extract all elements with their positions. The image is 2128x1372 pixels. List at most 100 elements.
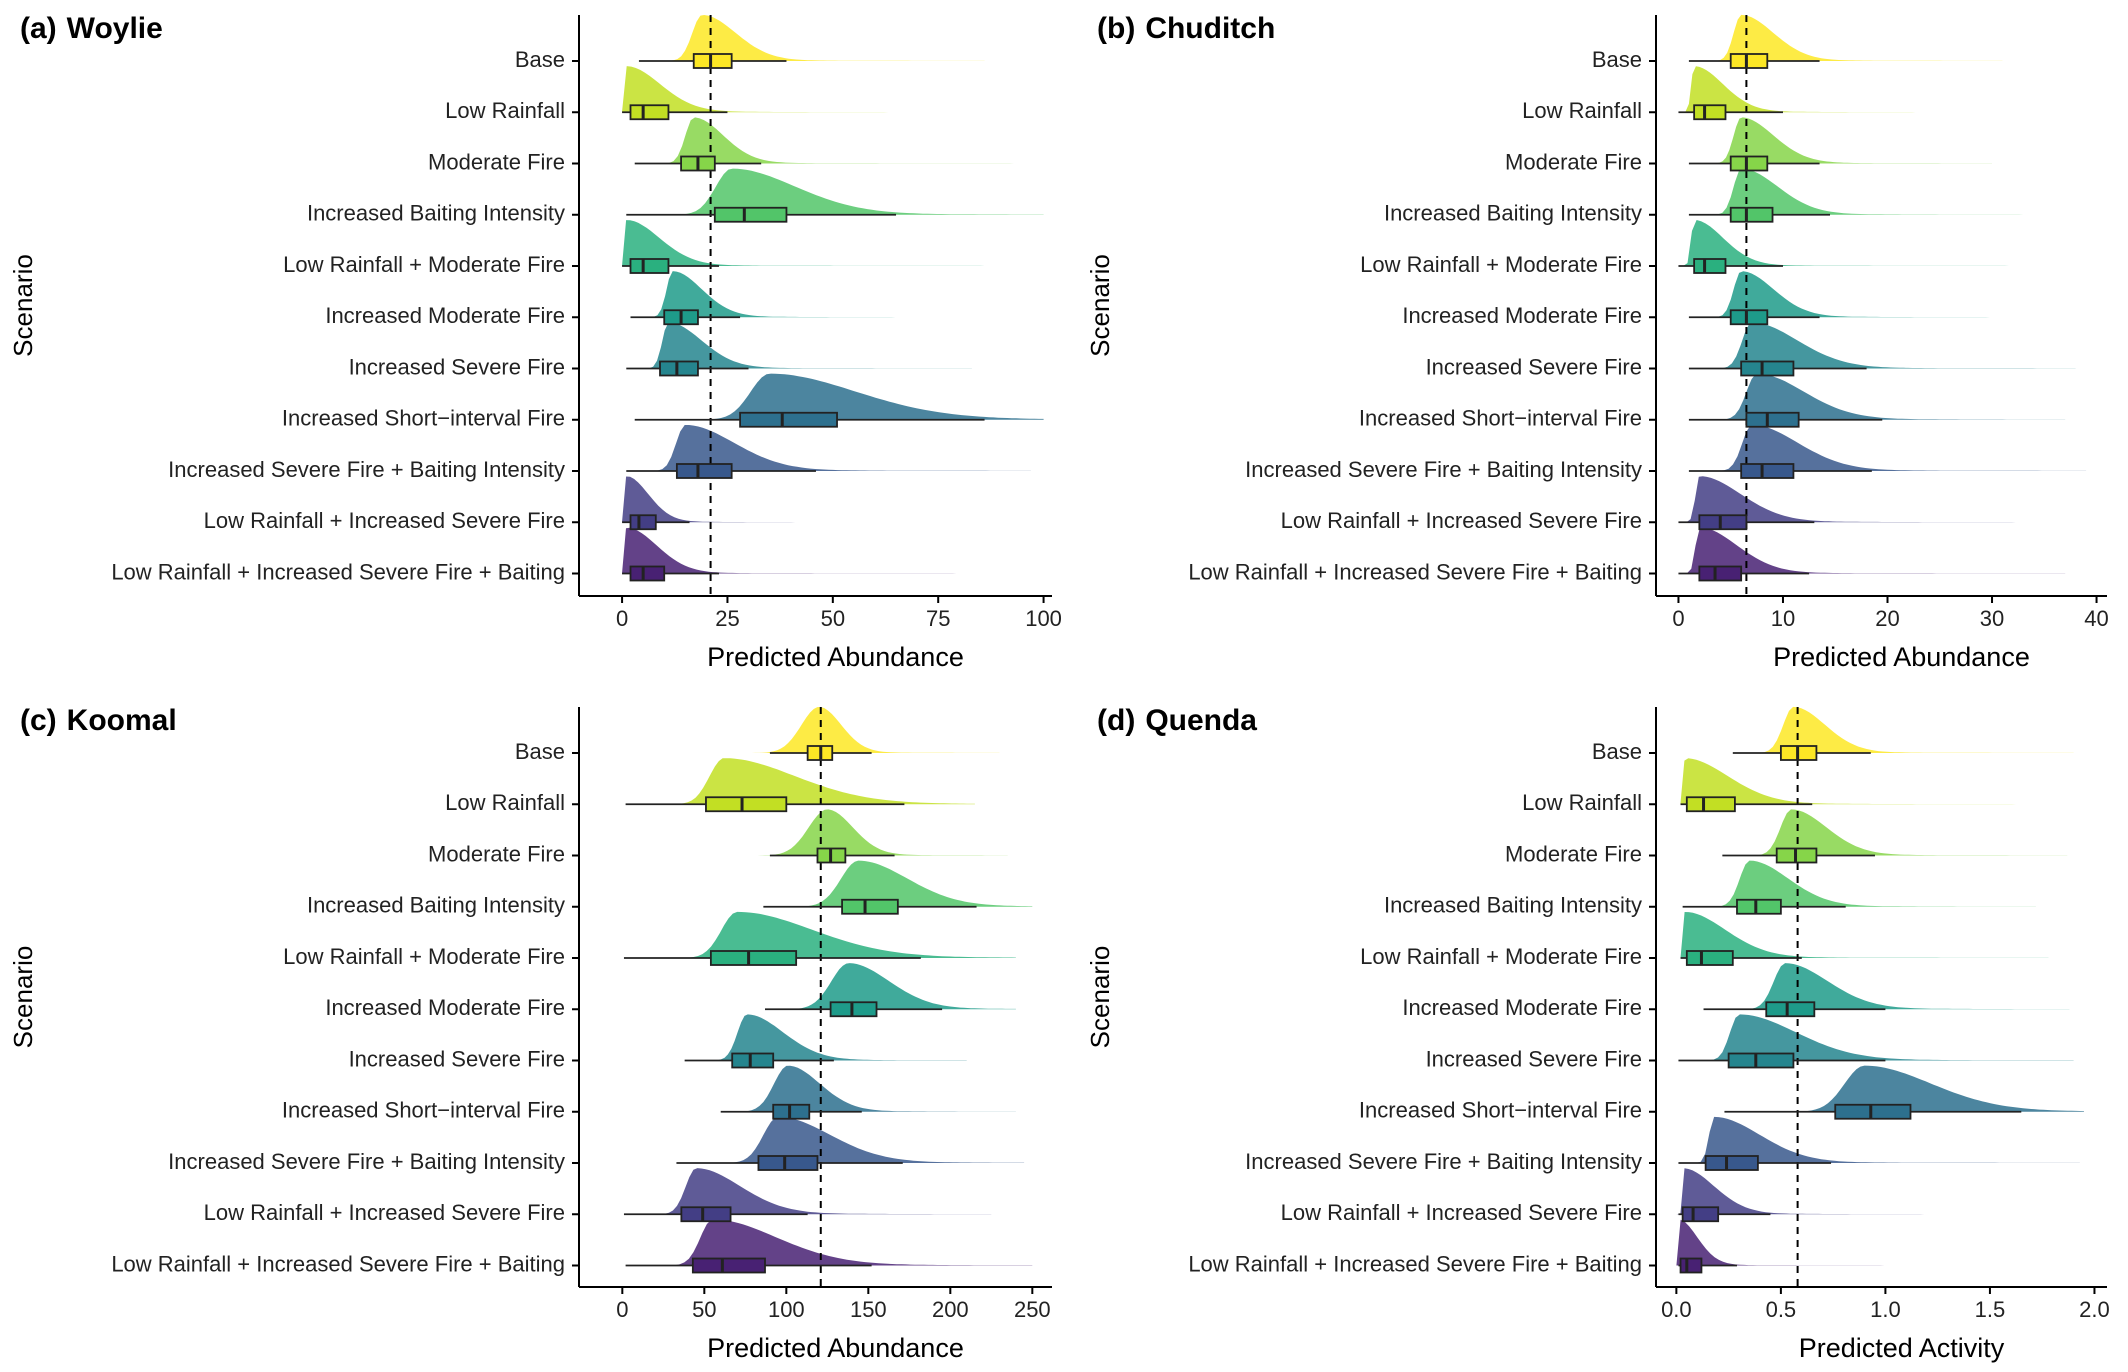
box-8	[1745, 411, 1800, 428]
density-cloud-6	[704, 963, 1016, 1010]
category-label: Increased Severe Fire	[349, 354, 565, 379]
box-6	[829, 1001, 878, 1018]
category-label: Increased Severe Fire + Baiting Intensit…	[168, 457, 565, 482]
density-cloud-1	[638, 15, 985, 61]
x-tick-label: 75	[926, 606, 950, 631]
category-label: Increased Baiting Intensity	[1384, 201, 1642, 226]
box-9	[1704, 1155, 1759, 1171]
category-label: Low Rainfall + Moderate Fire	[1360, 944, 1642, 969]
category-label: Low Rainfall	[1522, 790, 1642, 815]
density-cloud-3	[1701, 809, 2068, 856]
x-tick-label: 20	[1875, 606, 1899, 631]
box-1	[692, 53, 733, 69]
density-cloud-9	[1688, 425, 2087, 471]
box-4	[713, 206, 788, 223]
density-cloud-8	[1718, 1065, 2084, 1112]
x-axis-title: Predicted Abundance	[1773, 642, 2030, 672]
category-label: Increased Short−interval Fire	[1359, 406, 1642, 431]
box-3	[1729, 155, 1769, 172]
x-tick-label: 1.0	[1870, 1297, 1901, 1322]
box-10	[680, 1206, 732, 1223]
box-11	[691, 1257, 766, 1274]
density-cloud-7	[1678, 1014, 2074, 1061]
category-label: Base	[515, 47, 565, 72]
category-label: Moderate Fire	[1505, 841, 1642, 866]
category-label: Low Rainfall + Increased Severe Fire + B…	[1188, 1251, 1642, 1276]
box-5	[629, 258, 670, 274]
box-6	[1729, 309, 1769, 326]
density-cloud-2	[622, 66, 1036, 113]
y-axis-title: Scenario	[1085, 254, 1115, 357]
density-cloud-7	[626, 322, 972, 369]
panel-a-woylie: (a) Woylie Scenario Base Low Rainfall Moderat…	[8, 12, 1062, 672]
box-4	[1736, 898, 1782, 915]
category-label: Increased Severe Fire + Baiting Intensit…	[168, 1149, 565, 1174]
category-label: Low Rainfall + Moderate Fire	[1360, 252, 1642, 277]
x-tick-label: 50	[692, 1297, 716, 1322]
x-tick-label: 0	[1672, 606, 1684, 631]
box-7	[731, 1052, 775, 1069]
x-tick-label: 250	[1014, 1297, 1051, 1322]
y-axis-title: Scenario	[8, 254, 38, 357]
panel-species: Woylie	[67, 12, 163, 45]
panel-d-quenda: (d) Quenda Scenario Base Low Rainfall Moderat…	[1085, 704, 2110, 1363]
x-tick-label: 0.0	[1661, 1297, 1692, 1322]
density-cloud-2	[625, 758, 975, 805]
category-label: Low Rainfall + Increased Severe Fire	[1281, 1200, 1642, 1225]
category-label: Increased Moderate Fire	[1402, 303, 1642, 328]
box-2	[1685, 796, 1736, 813]
panel-c-koomal: (c) Koomal Scenario Base Low Rainfall Moderat…	[8, 704, 1052, 1363]
panel-species: Koomal	[67, 704, 177, 737]
category-label: Low Rainfall + Increased Severe Fire + B…	[1188, 559, 1642, 584]
x-axis-title: Predicted Abundance	[707, 642, 964, 672]
box-8	[739, 411, 838, 428]
category-label: Base	[515, 739, 565, 764]
x-tick-label: 40	[2084, 606, 2108, 631]
category-label: Increased Baiting Intensity	[307, 201, 565, 226]
panel-letter: (c)	[20, 704, 57, 737]
box-2	[629, 104, 670, 121]
panel-title: (a) Woylie	[20, 12, 163, 45]
density-cloud-1	[1688, 14, 2003, 61]
box-10	[1698, 514, 1748, 531]
panel-letter: (b)	[1097, 12, 1135, 45]
box-1	[1729, 53, 1769, 69]
box-11	[1698, 565, 1743, 582]
panel-species: Chuditch	[1145, 12, 1275, 45]
box-5	[709, 950, 798, 966]
category-label: Moderate Fire	[428, 149, 565, 174]
panel-title: (d) Quenda	[1097, 704, 1257, 737]
box-8	[772, 1103, 811, 1120]
category-label: Increased Baiting Intensity	[307, 893, 565, 918]
density-cloud-9	[668, 1116, 1025, 1163]
density-cloud-9	[1678, 1116, 2080, 1163]
box-2	[1693, 104, 1727, 121]
x-tick-label: 0	[616, 606, 628, 631]
box-4	[841, 898, 899, 915]
y-axis-title: Scenario	[8, 946, 38, 1049]
panel-title: (c) Koomal	[20, 704, 177, 737]
box-4	[1729, 206, 1774, 223]
density-cloud-4	[1688, 168, 2066, 215]
box-5	[1685, 950, 1734, 966]
box-11	[1679, 1257, 1703, 1274]
category-label: Increased Moderate Fire	[325, 303, 565, 328]
category-label: Increased Severe Fire	[1426, 354, 1642, 379]
x-tick-label: 0.5	[1766, 1297, 1797, 1322]
density-cloud-6	[630, 271, 977, 318]
category-label: Low Rainfall + Increased Severe Fire	[1281, 508, 1642, 533]
x-tick-label: 200	[932, 1297, 969, 1322]
box-9	[757, 1155, 819, 1171]
box-9	[1740, 463, 1795, 479]
box-10	[629, 514, 657, 531]
panel-letter: (a)	[20, 12, 57, 45]
box-7	[659, 360, 699, 377]
category-label: Increased Short−interval Fire	[282, 406, 565, 431]
density-cloud-4	[1682, 860, 2036, 907]
density-cloud-4	[626, 168, 1044, 215]
category-label: Low Rainfall + Increased Severe Fire	[204, 508, 565, 533]
box-2	[705, 796, 788, 813]
x-axis-title: Predicted Abundance	[707, 1333, 964, 1363]
category-label: Low Rainfall + Moderate Fire	[283, 252, 565, 277]
